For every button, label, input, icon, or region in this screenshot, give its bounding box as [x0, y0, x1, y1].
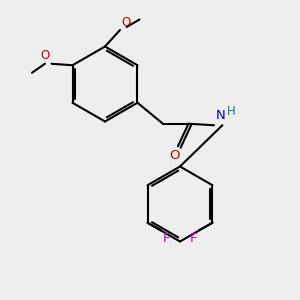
- Text: F: F: [163, 232, 170, 245]
- Text: O: O: [122, 16, 131, 28]
- Text: H: H: [226, 105, 235, 118]
- Text: F: F: [190, 232, 197, 245]
- Text: O: O: [41, 49, 50, 62]
- Text: O: O: [170, 149, 180, 162]
- Text: N: N: [215, 109, 225, 122]
